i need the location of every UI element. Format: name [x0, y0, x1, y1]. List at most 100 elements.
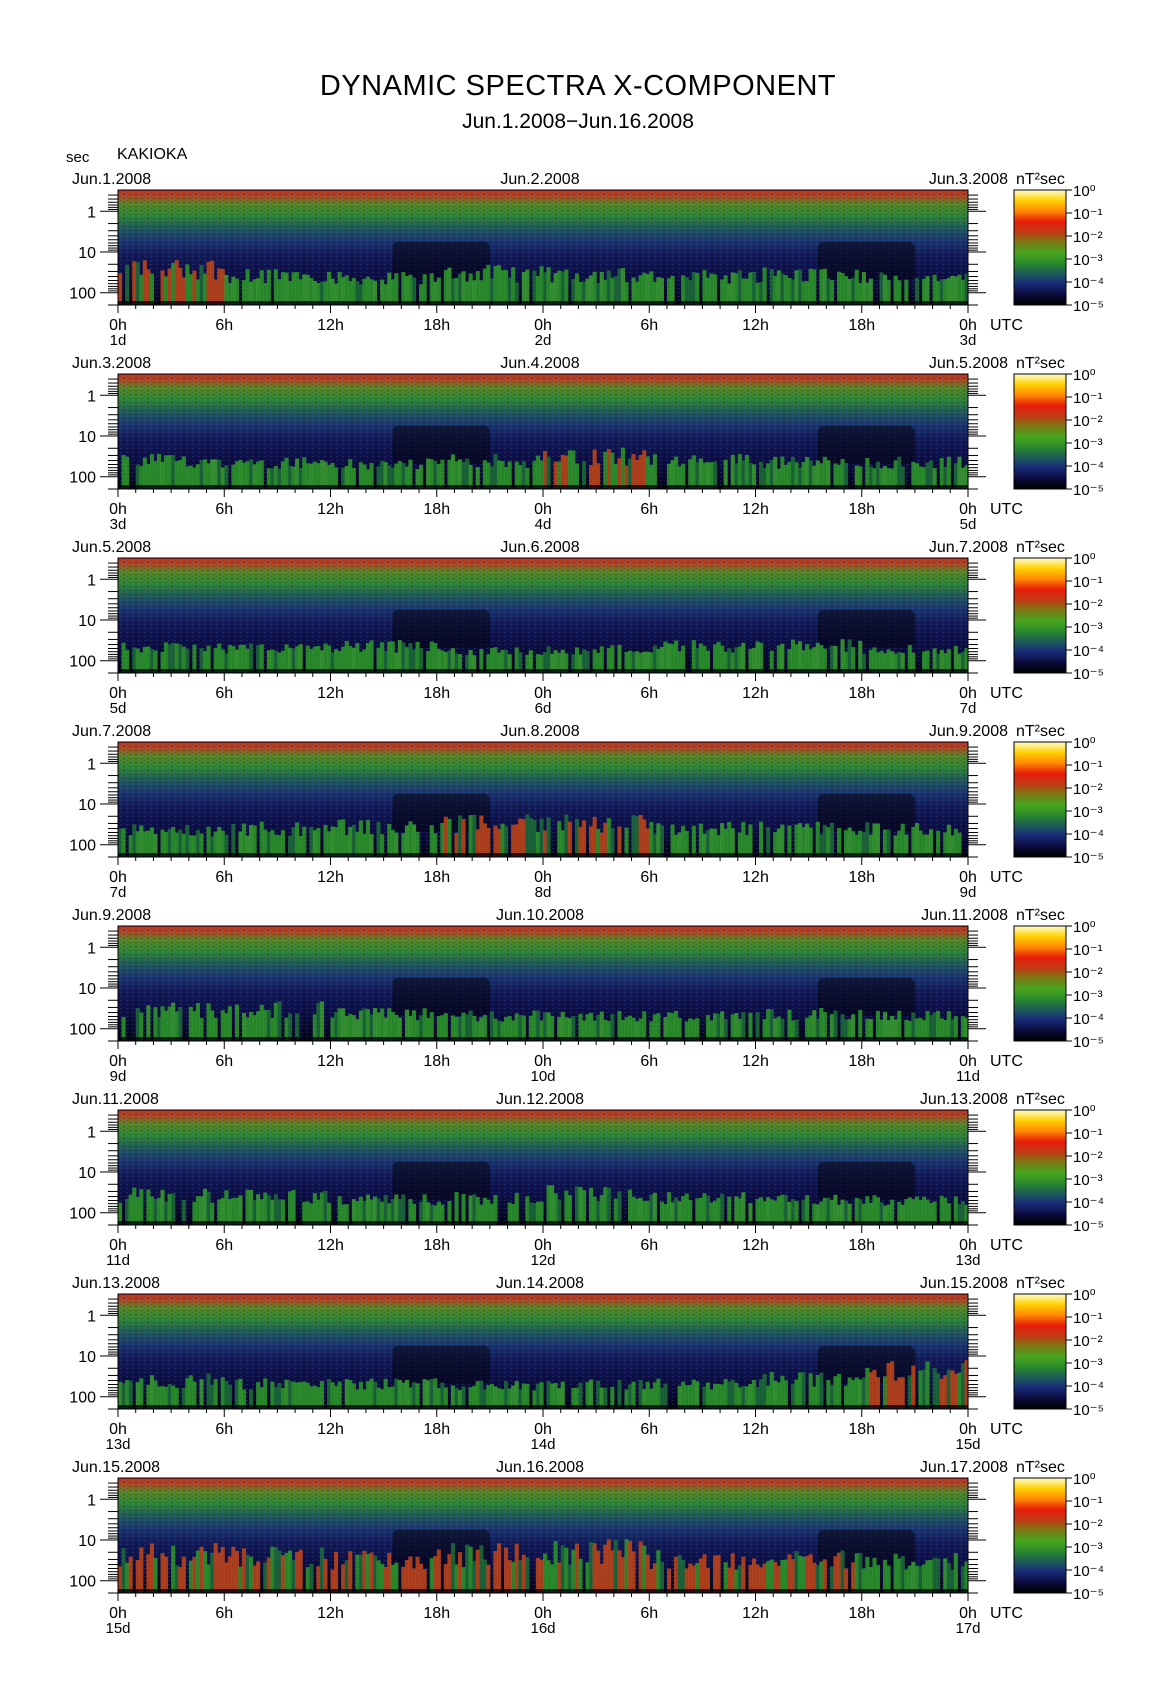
- activity-bar: [582, 461, 587, 489]
- activity-bar: [812, 647, 817, 673]
- activity-bar: [514, 1381, 519, 1409]
- x-tick-label: 12h: [742, 1421, 769, 1438]
- x-tick-label: 6h: [640, 317, 658, 334]
- activity-bar: [256, 1382, 261, 1409]
- quiet-patch: [817, 609, 915, 648]
- activity-bar: [603, 451, 608, 489]
- activity-bar: [787, 825, 792, 857]
- activity-bar: [422, 274, 427, 305]
- activity-bar: [404, 466, 409, 489]
- activity-bar: [677, 1385, 682, 1409]
- activity-bar: [337, 272, 342, 305]
- activity-bar: [323, 643, 328, 673]
- activity-bar: [149, 827, 154, 857]
- activity-bar: [684, 1385, 689, 1409]
- activity-bar: [557, 270, 562, 305]
- activity-bar: [883, 829, 888, 857]
- activity-bar: [904, 279, 909, 305]
- x-tick-label: 0h: [959, 1237, 977, 1254]
- colorbar-tick-label: 10⁻²: [1073, 1517, 1103, 1534]
- x-tick-label: 18h: [423, 1053, 450, 1070]
- activity-bar: [929, 1015, 934, 1041]
- activity-bar: [210, 1553, 215, 1593]
- activity-bar: [472, 280, 477, 305]
- activity-bar: [603, 1387, 608, 1409]
- activity-bar: [624, 1017, 629, 1041]
- activity-bar: [539, 1559, 544, 1593]
- activity-bar: [695, 1563, 700, 1593]
- activity-bar: [121, 455, 126, 489]
- activity-bar: [574, 273, 579, 305]
- activity-bar: [893, 1380, 898, 1409]
- activity-bar: [808, 1554, 813, 1593]
- activity-bar: [348, 645, 353, 673]
- activity-bar: [677, 466, 682, 489]
- activity-bar: [589, 1012, 594, 1041]
- activity-bar: [188, 1560, 193, 1593]
- activity-bar: [571, 450, 576, 489]
- activity-bar: [390, 279, 395, 305]
- activity-bar: [844, 462, 849, 489]
- activity-bar: [929, 1203, 934, 1225]
- activity-bar: [252, 1199, 257, 1225]
- activity-bar: [305, 1567, 310, 1593]
- activity-bar: [762, 267, 767, 305]
- activity-bar: [776, 645, 781, 673]
- colorbar-tick-label: 10⁻⁵: [1073, 1218, 1104, 1235]
- activity-bar: [270, 1546, 275, 1593]
- activity-bar: [939, 1195, 944, 1225]
- colorbar-tick-label: 10⁻⁴: [1073, 1011, 1104, 1028]
- activity-bar: [284, 644, 289, 673]
- activity-bar: [837, 1374, 842, 1409]
- activity-bar: [157, 453, 162, 489]
- activity-bar: [957, 456, 962, 489]
- x-tick-label: 6h: [640, 1605, 658, 1622]
- activity-bar: [635, 460, 640, 489]
- activity-bar: [819, 645, 824, 673]
- activity-bar: [571, 1388, 576, 1409]
- activity-bar: [805, 823, 810, 857]
- activity-bar: [298, 279, 303, 305]
- activity-bar: [270, 830, 275, 857]
- activity-bar: [783, 275, 788, 305]
- activity-bar: [939, 649, 944, 673]
- activity-bar: [656, 1378, 661, 1409]
- activity-bar: [153, 1557, 158, 1593]
- activity-bar: [220, 1377, 225, 1409]
- activity-bar: [578, 1558, 583, 1593]
- activity-bar: [897, 830, 902, 857]
- activity-bar: [713, 461, 718, 489]
- activity-bar: [879, 650, 884, 673]
- activity-bar: [925, 1010, 930, 1041]
- x-tick-label: 12h: [317, 1053, 344, 1070]
- activity-bar: [213, 279, 218, 305]
- activity-bar: [160, 829, 165, 857]
- date-mid-label: Jun.14.2008: [496, 1275, 584, 1292]
- activity-bar: [677, 1201, 682, 1225]
- activity-bar: [298, 1549, 303, 1593]
- activity-bar: [557, 821, 562, 857]
- activity-bar: [358, 462, 363, 489]
- activity-bar: [911, 461, 916, 489]
- activity-bar: [844, 276, 849, 305]
- activity-bar: [348, 459, 353, 489]
- activity-bar: [716, 641, 721, 673]
- activity-bar: [373, 1381, 378, 1409]
- activity-bar: [844, 1385, 849, 1409]
- activity-bar: [939, 279, 944, 305]
- activity-bar: [631, 1551, 636, 1593]
- date-mid-label: Jun.8.2008: [500, 723, 579, 740]
- activity-bar: [943, 653, 948, 673]
- activity-bar: [960, 279, 965, 305]
- activity-bar: [199, 460, 204, 489]
- colorbar: [1013, 557, 1067, 674]
- activity-bar: [167, 1194, 172, 1225]
- activity-bar: [723, 459, 728, 489]
- activity-bar: [323, 281, 328, 305]
- x-tick-label: 18h: [848, 1237, 875, 1254]
- activity-bar: [334, 827, 339, 857]
- activity-bar: [546, 267, 551, 305]
- colorbar-tick-label: 10⁻⁴: [1073, 275, 1104, 292]
- activity-bar: [705, 650, 710, 673]
- activity-bar: [376, 1560, 381, 1593]
